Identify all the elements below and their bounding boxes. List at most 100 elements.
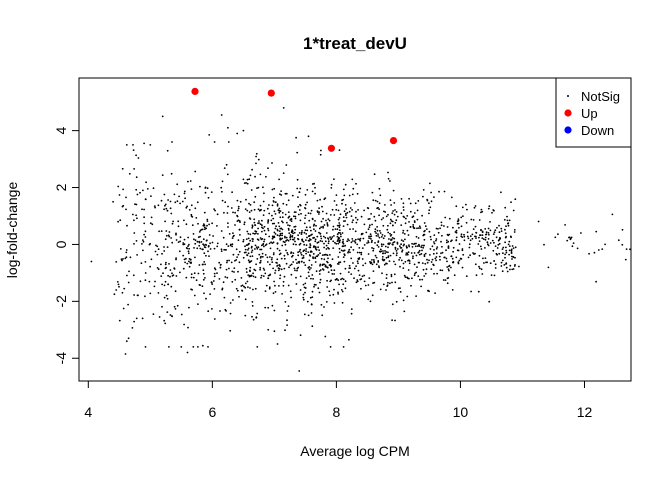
notsig-point [312,257,315,260]
notsig-point [327,271,330,273]
notsig-point [249,239,252,242]
notsig-point [319,281,321,284]
notsig-point [356,251,359,254]
notsig-point [312,278,314,280]
notsig-point [475,274,478,277]
notsig-point [371,223,373,226]
notsig-point [508,240,511,243]
notsig-point [132,213,134,216]
notsig-point [382,259,384,262]
notsig-point [487,244,490,247]
notsig-point [90,260,93,263]
notsig-point [441,245,443,248]
notsig-point [326,222,329,224]
notsig-point [247,237,250,240]
notsig-point [280,268,283,271]
notsig-point [128,270,130,273]
notsig-point [314,230,317,232]
notsig-point [163,193,166,196]
notsig-point [503,264,506,266]
notsig-point [368,218,371,220]
x-tick-label: 10 [453,404,469,420]
notsig-point [275,261,278,264]
notsig-point [239,221,241,224]
notsig-point [412,224,415,226]
notsig-point [324,236,327,239]
notsig-point [489,229,492,232]
notsig-point [338,217,341,219]
notsig-point [511,258,513,260]
notsig-point [424,272,427,275]
notsig-point [393,273,396,276]
notsig-point [264,254,267,256]
x-tick-label: 4 [84,404,92,420]
notsig-point [252,272,255,275]
notsig-point [469,254,471,257]
notsig-point [125,256,128,259]
notsig-point [360,215,363,218]
notsig-point [391,303,394,306]
notsig-point [196,247,199,250]
up-point [191,87,199,95]
notsig-point [281,234,283,237]
notsig-point [220,248,223,251]
notsig-point [472,219,475,221]
notsig-point [251,249,254,252]
notsig-point [435,239,437,242]
notsig-point [205,254,207,257]
notsig-point [177,225,180,228]
notsig-point [268,287,271,290]
notsig-point [305,226,308,229]
notsig-point [418,249,421,252]
notsig-point [376,200,379,203]
notsig-point [273,187,276,190]
notsig-point [382,250,384,252]
notsig-point [356,260,359,263]
notsig-point [116,281,119,283]
notsig-point [242,256,245,259]
notsig-point [333,214,336,216]
notsig-point [238,228,241,231]
notsig-point [288,232,291,235]
notsig-point [173,267,176,270]
notsig-point [291,194,294,197]
notsig-point [621,228,624,231]
notsig-point [258,209,261,212]
notsig-point [232,211,234,214]
notsig-point [478,267,481,270]
notsig-point [367,207,370,210]
notsig-point [467,237,470,240]
notsig-point [411,246,414,248]
notsig-point [187,245,189,248]
notsig-point [395,250,398,252]
notsig-point [340,289,343,291]
notsig-point [322,235,325,238]
notsig-point [290,263,293,266]
notsig-point [272,241,275,244]
notsig-point [284,213,287,216]
notsig-point [403,274,406,277]
notsig-point [625,248,628,251]
notsig-point [200,228,203,231]
notsig-point [617,239,620,242]
notsig-point [112,200,114,203]
notsig-point [122,258,124,260]
notsig-point [333,200,336,202]
notsig-point [205,227,208,230]
notsig-point [331,236,334,238]
notsig-point [308,246,311,249]
notsig-point [125,249,128,251]
notsig-point [226,276,229,279]
notsig-point [504,256,506,259]
notsig-point [279,277,281,280]
notsig-point [343,210,346,213]
notsig-point [281,228,284,231]
notsig-point [468,243,471,246]
notsig-point [248,202,250,205]
notsig-point [446,282,449,285]
notsig-point [501,259,504,262]
notsig-point [290,296,292,299]
notsig-point [267,219,270,222]
notsig-point [373,215,376,218]
notsig-point [190,188,193,191]
